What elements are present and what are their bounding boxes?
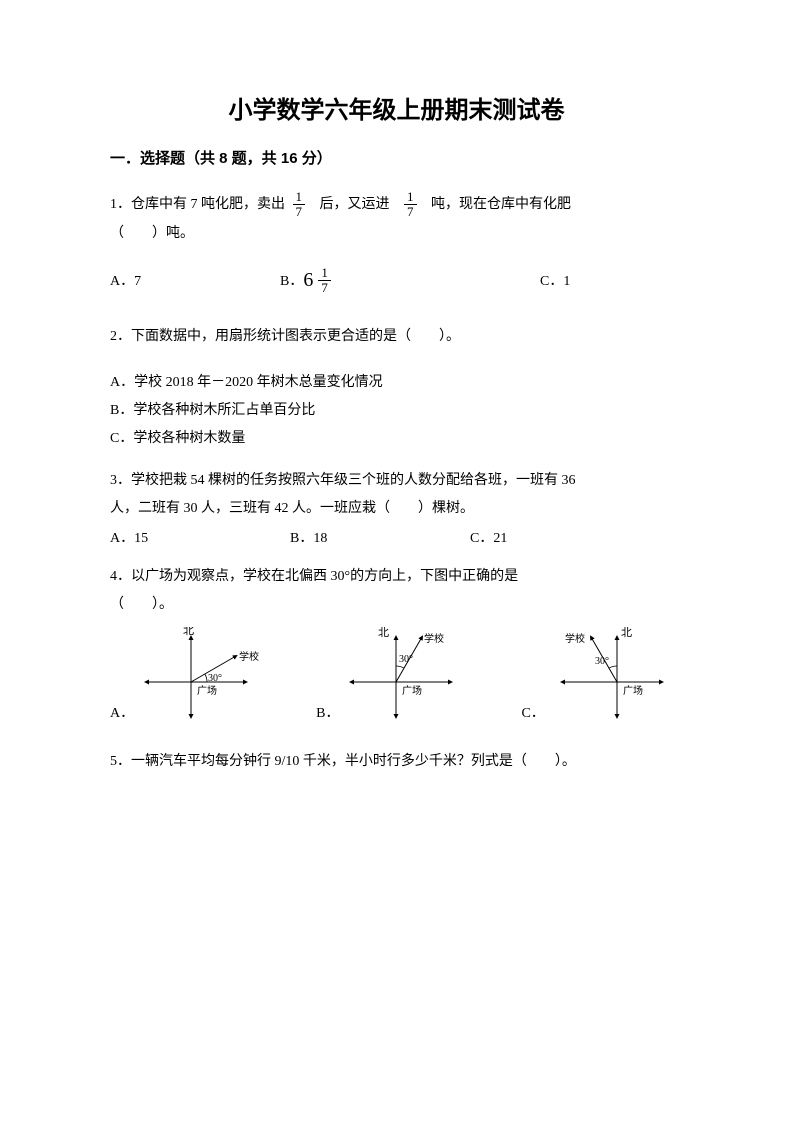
compass-diagram-c-svg: 北 学校 30° 广场 bbox=[547, 627, 687, 722]
q2-option-c: C．学校各种树木数量 bbox=[110, 425, 683, 453]
place-label: 广场 bbox=[197, 684, 217, 697]
fraction-1-7-b: 1 7 bbox=[404, 190, 417, 220]
q4-line1: 4．以广场为观察点，学校在北偏西 30°的方向上，下图中正确的是 bbox=[110, 563, 683, 591]
school-label: 学校 bbox=[424, 632, 444, 645]
q1-text-2: 后，又运进 bbox=[320, 197, 390, 212]
angle-label: 30° bbox=[595, 656, 609, 667]
school-label: 学校 bbox=[565, 632, 585, 645]
q2-stem: 2．下面数据中，用扇形统计图表示更合适的是（ ）。 bbox=[110, 323, 683, 351]
q1-text-1: 1．仓库中有 7 吨化肥，卖出 bbox=[110, 197, 285, 212]
q4-diagram-a: A． 北 学校 30° 广场 bbox=[110, 627, 276, 722]
fraction-numerator: 1 bbox=[293, 190, 306, 205]
q4-diagrams: A． 北 学校 30° 广场 bbox=[110, 627, 683, 722]
q4-diagram-c: C． 北 学校 30° 广场 bbox=[521, 627, 686, 722]
q1-blank-line: （ ）吨。 bbox=[110, 226, 194, 241]
fraction-denominator: 7 bbox=[404, 205, 417, 219]
north-label: 北 bbox=[378, 627, 389, 639]
fraction-numerator: 1 bbox=[404, 190, 417, 205]
q4-diagram-b: B． 北 学校 30° 广场 bbox=[316, 627, 481, 722]
question-5: 5．一辆汽车平均每分钟行 9/10 千米，半小时行多少千米？列式是（ ）。 bbox=[110, 748, 683, 776]
section-1-heading: 一．选择题（共 8 题，共 16 分） bbox=[110, 147, 683, 168]
north-label: 北 bbox=[183, 627, 194, 637]
q3-option-b: B．18 bbox=[290, 527, 470, 547]
q3-option-a: A．15 bbox=[110, 527, 290, 547]
compass-diagram-b-svg: 北 学校 30° 广场 bbox=[341, 627, 481, 722]
mixed-whole: 6 bbox=[303, 269, 313, 292]
fraction-denominator: 7 bbox=[293, 205, 306, 219]
q3-options: A．15 B．18 C．21 bbox=[110, 527, 683, 547]
q4-label-a: A． bbox=[110, 702, 134, 722]
q1-option-a: A．7 bbox=[110, 266, 280, 296]
fraction-1-7-a: 1 7 bbox=[293, 190, 306, 220]
page-title: 小学数学六年级上册期末测试卷 bbox=[110, 90, 683, 125]
q4-line2: （ ）。 bbox=[110, 591, 683, 619]
question-3: 3．学校把栽 54 棵树的任务按照六年级三个班的人数分配给各班，一班有 36 人… bbox=[110, 467, 683, 523]
q2-option-b: B．学校各种树木所汇占单百分比 bbox=[110, 397, 683, 425]
fraction-denominator: 7 bbox=[318, 281, 331, 295]
place-label: 广场 bbox=[402, 684, 422, 697]
q5-stem: 5．一辆汽车平均每分钟行 9/10 千米，半小时行多少千米？列式是（ ）。 bbox=[110, 754, 576, 769]
q1-text-3: 吨，现在仓库中有化肥 bbox=[431, 197, 571, 212]
school-label: 学校 bbox=[239, 650, 259, 663]
compass-diagram-a-svg: 北 学校 30° 广场 bbox=[136, 627, 276, 722]
q4-label-b: B． bbox=[316, 702, 339, 722]
angle-label: 30° bbox=[208, 673, 222, 684]
q1-option-b: B． 6 1 7 bbox=[280, 266, 540, 296]
mixed-fraction: 1 7 bbox=[318, 266, 331, 296]
angle-label: 30° bbox=[399, 654, 413, 665]
q3-line2: 人，二班有 30 人，三班有 42 人。一班应栽（ ）棵树。 bbox=[110, 495, 683, 523]
place-label: 广场 bbox=[623, 684, 643, 697]
question-1: 1．仓库中有 7 吨化肥，卖出 1 7 后，又运进 1 7 吨，现在仓库中有化肥… bbox=[110, 190, 683, 248]
question-4: 4．以广场为观察点，学校在北偏西 30°的方向上，下图中正确的是 （ ）。 bbox=[110, 563, 683, 619]
q4-label-c: C． bbox=[521, 702, 544, 722]
exam-page: 小学数学六年级上册期末测试卷 一．选择题（共 8 题，共 16 分） 1．仓库中… bbox=[0, 0, 793, 1122]
question-2: 2．下面数据中，用扇形统计图表示更合适的是（ ）。 bbox=[110, 323, 683, 351]
q2-option-a: A．学校 2018 年－2020 年树木总量变化情况 bbox=[110, 369, 683, 397]
q1-options: A．7 B． 6 1 7 C．1 bbox=[110, 266, 683, 296]
q1-optb-prefix: B． bbox=[280, 270, 303, 290]
fraction-numerator: 1 bbox=[318, 266, 331, 281]
q1-option-c: C．1 bbox=[540, 266, 570, 296]
q3-line1: 3．学校把栽 54 棵树的任务按照六年级三个班的人数分配给各班，一班有 36 bbox=[110, 467, 683, 495]
north-label: 北 bbox=[621, 627, 632, 639]
q3-option-c: C．21 bbox=[470, 527, 650, 547]
mixed-number-6-1-7: 6 1 7 bbox=[303, 266, 335, 296]
